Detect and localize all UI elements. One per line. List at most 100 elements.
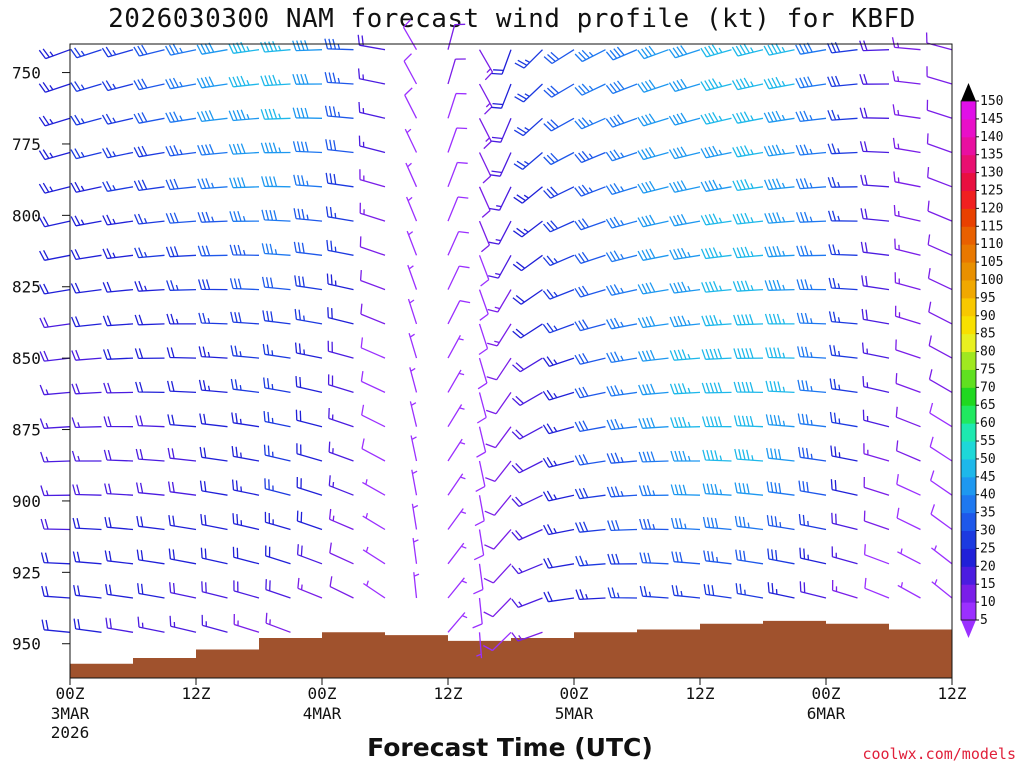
wind-barb-shape (232, 546, 260, 565)
wind-barb (292, 141, 323, 154)
wind-barb (296, 443, 323, 462)
wind-barb (731, 43, 764, 57)
wind-barb-shape (514, 83, 543, 103)
wind-barb (733, 381, 764, 394)
wind-barb (669, 214, 701, 227)
wind-barb-shape (39, 317, 71, 329)
wind-barb (637, 147, 669, 161)
wind-barb (473, 529, 485, 561)
wind-barb (357, 34, 386, 51)
wind-barb-shape (72, 517, 102, 531)
wind-barb-shape (361, 438, 386, 462)
wind-barb (447, 196, 469, 222)
wind-barb (606, 385, 638, 397)
wind-barb-shape (863, 510, 890, 531)
wind-barb-shape (574, 487, 606, 500)
wind-barb (359, 236, 386, 256)
wind-barb (488, 220, 512, 245)
wind-barb-shape (765, 414, 795, 428)
wind-barb (765, 380, 795, 394)
wind-barb-shape (324, 105, 354, 119)
wind-barb-shape (703, 584, 732, 599)
wind-barb-shape (360, 303, 386, 325)
colorbar-label: 110 (980, 237, 1003, 252)
wind-barb (828, 244, 858, 256)
wind-barb-shape (732, 280, 764, 292)
wind-barb (513, 220, 543, 238)
wind-barb (511, 494, 543, 507)
wind-barb (73, 584, 102, 599)
wind-barb-shape (700, 111, 732, 125)
wind-barb (700, 44, 732, 58)
wind-barb-shape (513, 152, 543, 170)
wind-barb-shape (102, 181, 134, 192)
wind-barb (700, 78, 732, 92)
wind-barb-shape (733, 348, 764, 360)
wind-barb-shape (38, 182, 71, 194)
wind-barb (324, 72, 354, 85)
wind-barb (260, 142, 291, 154)
wind-barb-shape (39, 283, 71, 295)
wind-barb (764, 313, 795, 325)
wind-barb-shape (102, 214, 134, 226)
wind-barb-shape (228, 109, 260, 122)
wind-barb-shape (102, 281, 134, 293)
wind-barb (102, 214, 134, 226)
wind-barb-shape (133, 145, 165, 158)
colorbar-label: 95 (980, 291, 996, 306)
wind-barb-shape (477, 357, 488, 390)
wind-barb-shape (135, 448, 165, 462)
wind-barb (512, 289, 543, 305)
wind-barb (638, 417, 669, 429)
colorbar-label: 120 (980, 201, 1003, 216)
wind-barb (606, 452, 638, 464)
wind-barb (827, 109, 858, 121)
colorbar-swatch (961, 548, 976, 567)
wind-barb-shape (410, 435, 418, 462)
wind-barb-shape (133, 78, 165, 91)
wind-barb-shape (230, 378, 260, 394)
wind-barb-shape (70, 249, 102, 261)
wind-barb (701, 314, 732, 327)
wind-barb-shape (102, 248, 134, 260)
wind-barb-shape (105, 617, 134, 633)
wind-barb-shape (862, 409, 890, 428)
wind-barb-shape (229, 244, 260, 256)
wind-barb (892, 137, 921, 154)
wind-barb-shape (404, 128, 418, 153)
wind-barb (196, 76, 228, 89)
wind-barb-shape (795, 178, 827, 190)
wind-barb (668, 78, 701, 93)
wind-barb (831, 512, 858, 531)
wind-barb-shape (133, 44, 165, 57)
wind-barb (199, 446, 228, 462)
wind-barb-shape (103, 382, 134, 394)
wind-barb-shape (409, 367, 418, 393)
wind-barb (896, 507, 921, 531)
wind-barb (574, 83, 606, 96)
wind-barb (542, 490, 575, 502)
wind-barb (863, 476, 890, 496)
wind-barb (262, 310, 291, 325)
wind-barb-shape (327, 374, 354, 394)
wind-barb (732, 280, 764, 292)
wind-barb-shape (700, 179, 732, 192)
wind-barb-shape (447, 58, 466, 85)
chart-title: 2026030300 NAM forecast wind profile (kt… (108, 4, 916, 34)
wind-barb-shape (483, 597, 512, 618)
wind-barb (734, 448, 764, 462)
wind-barb-shape (165, 43, 197, 56)
wind-barb-shape (201, 614, 228, 633)
wind-barb-shape (894, 305, 921, 325)
wind-barb-shape (478, 118, 492, 150)
wind-barb (326, 273, 354, 291)
colorbar-label: 130 (980, 166, 1003, 181)
credit-link[interactable]: coolwx.com/models (862, 745, 1016, 763)
wind-barb (829, 344, 858, 359)
wind-barb (135, 415, 165, 428)
wind-barb-shape (511, 460, 543, 474)
wind-barb-shape (859, 74, 890, 85)
wind-barb-shape (198, 312, 228, 325)
wind-barb (796, 245, 827, 257)
wind-barb-shape (606, 452, 638, 464)
